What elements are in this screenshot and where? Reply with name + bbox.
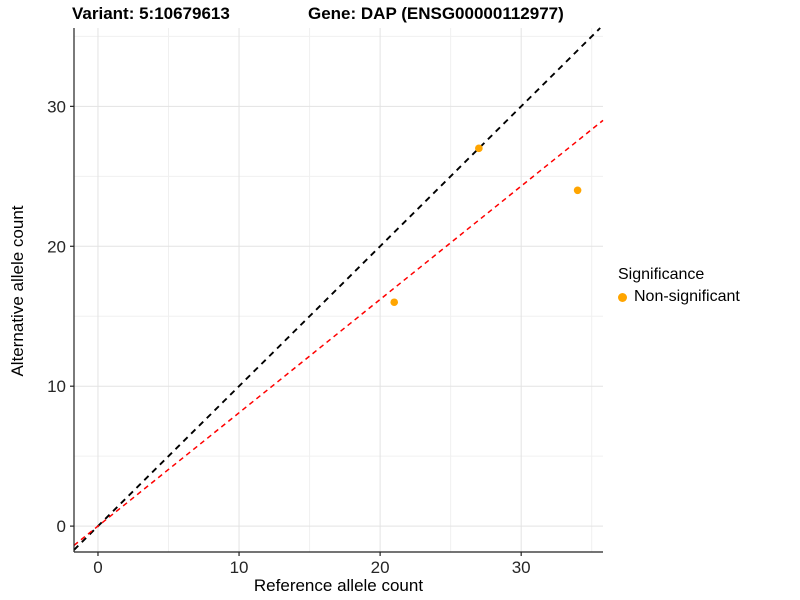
y-tick-label: 10 [47, 377, 66, 396]
x-tick-label: 30 [512, 558, 531, 577]
y-tick-label: 0 [57, 517, 66, 536]
fit-line [73, 119, 604, 546]
x-tick-label: 0 [93, 558, 102, 577]
y-tick-label: 20 [47, 237, 66, 256]
legend-item: Non-significant [618, 288, 740, 306]
y-tick-label: 30 [47, 97, 66, 116]
variant-title: Variant: 5:10679613 [72, 4, 230, 23]
data-point [390, 298, 399, 307]
x-axis-title: Reference allele count [253, 576, 424, 595]
identity-line [73, 27, 601, 551]
nonsignificant-dot-icon [618, 292, 627, 302]
gene-title: Gene: DAP (ENSG00000112977) [308, 4, 564, 23]
legend-title: Significance [618, 266, 705, 283]
y-axis-title: Alternative allele count [8, 205, 27, 377]
data-point [573, 186, 582, 195]
x-tick-label: 10 [230, 558, 249, 577]
legend-item-label: Non-significant [634, 288, 740, 305]
data-point [475, 144, 483, 153]
x-tick-label: 20 [371, 558, 390, 577]
legend: Significance Non-significant [618, 266, 740, 306]
